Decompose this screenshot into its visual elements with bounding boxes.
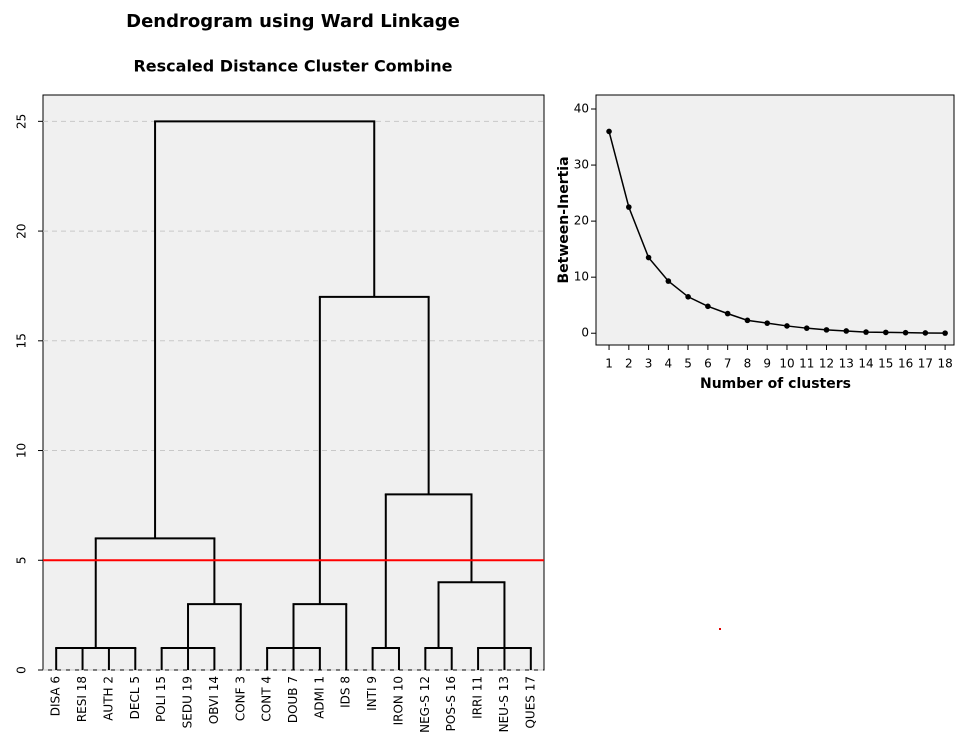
y-tick-label: 0 [581,326,589,340]
point [685,293,691,300]
point [902,329,909,336]
leaf-label: RESI 18 [75,676,89,722]
leaf-label: NEG-S 12 [418,676,432,733]
x-tick-label: 5 [684,357,692,371]
y-tick-label: 10 [15,443,29,458]
chart-title: Dendrogram using Ward Linkage [126,11,460,32]
x-tick-label: 14 [858,357,873,371]
point [843,328,850,334]
plot-area [595,94,955,346]
leaf-label: INTI 9 [365,676,379,711]
y-tick-label: 5 [15,556,29,564]
point [626,204,632,210]
x-tick-label: 3 [645,357,653,371]
y-tick-label: 20 [15,223,29,238]
leaf-label: NEU-S 13 [497,676,511,732]
point [724,310,731,317]
leaf-label: DOUB 7 [286,676,300,723]
point [922,330,929,336]
leaf-label: ADMI 1 [312,676,326,719]
point [803,325,810,331]
leaf-label: DISA 6 [49,676,63,716]
x-tick-label: 16 [898,357,913,371]
leaf-label: SEDU 19 [181,676,195,728]
y-axis-label: Between-Inertia [556,156,572,283]
leaf-label: POS-S 16 [444,676,458,731]
x-tick-label: 11 [799,357,814,371]
x-tick-label: 12 [819,357,834,371]
x-tick-label: 6 [704,357,712,371]
chart-subtitle: Rescaled Distance Cluster Combine [133,57,452,76]
y-tick-label: 30 [574,158,589,172]
y-tick-label: 0 [15,666,29,674]
leaf-label: CONT 4 [260,676,274,722]
y-tick-label: 40 [574,102,589,116]
leaf-label: OBVI 14 [207,676,221,724]
point [784,323,790,329]
leaf-label: AUTH 2 [101,676,115,721]
point [883,329,889,336]
point [705,303,711,310]
point [863,329,869,335]
point [744,317,751,324]
point [942,330,948,336]
point [764,320,770,326]
leaf-label: IRON 10 [391,676,405,725]
y-tick-label: 15 [15,333,29,348]
point [823,327,830,333]
y-tick-label: 20 [574,214,589,228]
x-tick-label: 7 [724,357,732,371]
x-tick-label: 10 [779,357,794,371]
leaf-label: IDS 8 [339,676,353,708]
leaf-label: POLI 15 [154,676,168,722]
x-tick-label: 18 [937,357,952,371]
y-tick-label: 10 [574,270,589,284]
x-tick-label: 1 [605,357,613,371]
x-tick-label: 17 [918,357,933,371]
x-tick-label: 15 [878,357,893,371]
leaf-label: DECL 5 [128,676,142,719]
point [645,254,652,261]
point [606,128,612,135]
line [608,131,946,334]
leaf-label: CONF 3 [233,676,247,721]
x-tick-label: 9 [763,357,771,371]
dot [719,628,721,630]
leaf-label: IRRI 11 [471,676,485,719]
plot-area [42,94,545,671]
x-tick-label: 2 [625,357,633,371]
y-tick-label: 25 [15,114,29,129]
x-tick-label: 8 [744,357,752,371]
point [665,278,672,284]
leaf-label: QUES 17 [523,676,537,729]
x-tick-label: 13 [839,357,854,371]
x-tick-label: 4 [665,357,673,371]
x-axis-label: Number of clusters [700,376,851,392]
